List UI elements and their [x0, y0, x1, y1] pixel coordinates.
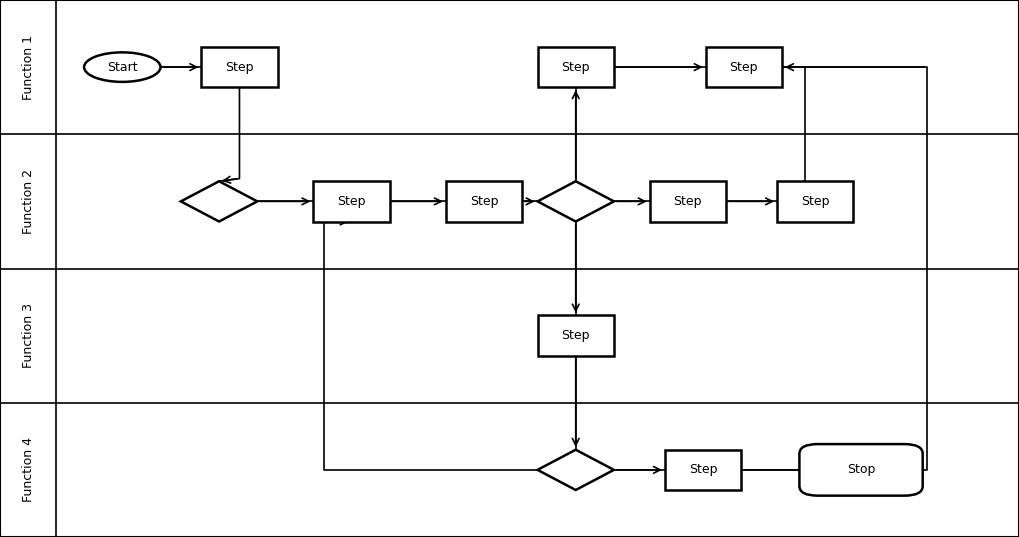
Text: Step: Step [674, 195, 702, 208]
Text: Step: Step [337, 195, 366, 208]
FancyBboxPatch shape [776, 182, 853, 221]
Text: Function 4: Function 4 [21, 437, 35, 503]
FancyBboxPatch shape [445, 182, 522, 221]
Polygon shape [181, 182, 257, 221]
Text: Start: Start [107, 61, 138, 74]
FancyBboxPatch shape [537, 47, 613, 87]
FancyBboxPatch shape [799, 444, 922, 496]
FancyBboxPatch shape [705, 47, 783, 87]
Polygon shape [537, 182, 613, 221]
FancyBboxPatch shape [201, 47, 277, 87]
Text: Step: Step [801, 195, 829, 208]
Text: Stop: Stop [847, 463, 875, 476]
Text: Function 2: Function 2 [21, 169, 35, 234]
Text: Function 3: Function 3 [21, 303, 35, 368]
Text: Step: Step [730, 61, 758, 74]
Text: Step: Step [561, 61, 590, 74]
Text: Step: Step [470, 195, 498, 208]
FancyBboxPatch shape [313, 182, 389, 221]
Ellipse shape [84, 53, 161, 82]
Text: Step: Step [689, 463, 717, 476]
Text: Step: Step [561, 329, 590, 342]
FancyBboxPatch shape [664, 450, 741, 490]
Text: Step: Step [225, 61, 254, 74]
FancyBboxPatch shape [650, 182, 726, 221]
FancyBboxPatch shape [537, 315, 613, 355]
Polygon shape [537, 450, 613, 490]
Text: Function 1: Function 1 [21, 34, 35, 100]
